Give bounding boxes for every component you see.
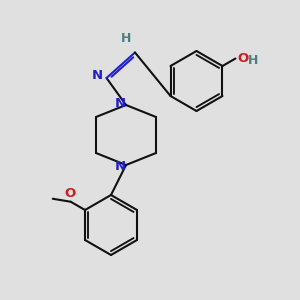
Text: H: H [121,32,131,45]
Text: N: N [115,97,126,110]
Text: O: O [237,52,248,65]
Text: O: O [64,187,76,200]
Text: N: N [92,69,103,82]
Text: N: N [115,160,126,173]
Text: H: H [248,54,258,68]
